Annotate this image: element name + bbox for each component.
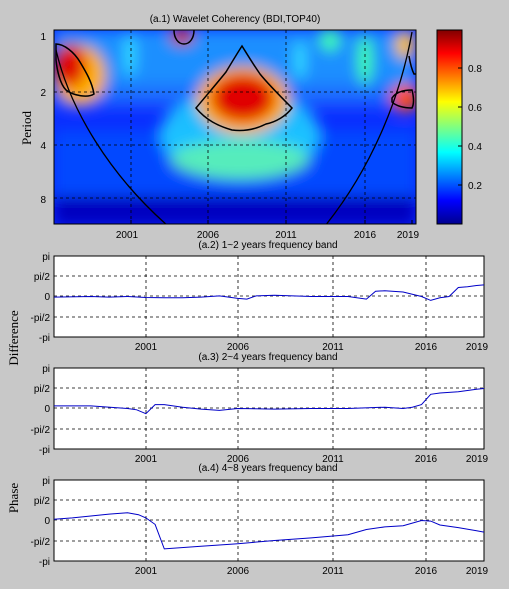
phase-panel-title: (a.4) 4~8 years frequency band [198,463,337,474]
phase-xtick-label: 2001 [135,454,158,465]
phase-panel-title: (a.2) 1~2 years frequency band [198,240,337,251]
coherency-xtick-label: 2019 [397,230,420,241]
phase-xtick-label: 2016 [415,454,438,465]
coherency-ytick-label: 4 [40,141,46,152]
phase-xtick-label: 2001 [135,566,158,577]
phase-xtick-label: 2016 [415,566,438,577]
coherency-yticks: 1 2 4 8 [40,32,46,206]
phase-ytick-label: -pi/2 [31,313,51,324]
phase-panel-title: (a.3) 2~4 years frequency band [198,352,337,363]
coherency-xtick-label: 2006 [197,230,220,241]
phase-panel-1-2y: (a.2) 1~2 years frequency band pi pi/2 0… [6,240,489,366]
phase-ytick-label: 0 [44,516,50,527]
phase-xtick-label: 2019 [466,454,489,465]
phase-xticks: 2001 2006 2011 2016 2019 [135,342,489,353]
phase-xtick-label: 2019 [466,342,489,353]
colorbar-tick-label: 0.4 [468,142,482,153]
coherency-xtick-label: 2016 [354,230,377,241]
phase-panel-2-4y: (a.3) 2~4 years frequency band pi pi/2 0… [31,352,489,465]
coherency-grid [54,30,416,224]
colorbar-tick-label: 0.6 [468,103,482,114]
phase-axes-bg [53,367,485,450]
coherency-xtick-label: 2001 [116,230,139,241]
coherency-ytick-label: 8 [40,195,46,206]
coherency-xtick-label: 2011 [275,230,297,241]
phase-ytick-label: 0 [44,404,50,415]
phase-xtick-label: 2006 [227,566,250,577]
coherency-ytick-label: 2 [40,88,46,99]
phase-ytick-label: -pi [39,557,50,568]
phase-axes-bg [53,479,485,562]
phase-xtick-label: 2001 [135,342,158,353]
phase-xtick-label: 2011 [322,342,344,353]
phase-yticks: pi pi/2 0 -pi/2 -pi [31,476,51,568]
phase-ytick-label: pi/2 [34,272,51,283]
colorbar: 0.2 0.4 0.6 0.8 [436,29,482,225]
phase-ytick-label: pi/2 [34,496,51,507]
phase-grid [54,256,484,337]
phase-xtick-label: 2011 [322,566,344,577]
phase-yticks: pi pi/2 0 -pi/2 -pi [31,252,51,344]
coherency-axes-frame [53,29,417,225]
coherency-ylabel: Period [19,111,34,145]
phase-xticks: 2001 2006 2011 2016 2019 [135,454,489,465]
phase-ytick-label: -pi/2 [31,425,51,436]
phase-panel-4-8y: (a.4) 4~8 years frequency band pi pi/2 0… [6,463,489,577]
phase-series-line [54,284,484,301]
phase-grid [54,368,484,449]
phase-xtick-label: 2006 [227,454,250,465]
phase-xtick-label: 2006 [227,342,250,353]
phase-xticks: 2001 2006 2011 2016 2019 [135,566,489,577]
phase-ytick-label: 0 [44,292,50,303]
phase-xtick-label: 2019 [466,566,489,577]
coherency-panel: (a.1) Wavelet Coherency (BDI,TOP40) [19,14,420,241]
colorbar-tick-label: 0.2 [468,181,482,192]
phase-series-line [54,512,484,550]
phase-xtick-label: 2016 [415,342,438,353]
phase-ytick-label: -pi/2 [31,537,51,548]
phase-ylabel-difference: Difference [6,310,21,366]
phase-ylabel-phase: Phase [6,483,21,514]
phase-grid [54,480,484,561]
phase-ytick-label: pi [42,476,50,487]
phase-ytick-label: -pi [39,333,50,344]
colorbar-gradient [436,29,463,225]
phase-series-line [54,388,484,415]
phase-ytick-label: pi/2 [34,384,51,395]
coherency-title: (a.1) Wavelet Coherency (BDI,TOP40) [150,14,321,25]
coherency-heatmap [54,30,416,224]
phase-yticks: pi pi/2 0 -pi/2 -pi [31,364,51,456]
phase-ytick-label: pi [42,364,50,375]
coherency-xticks: 2001 2006 2011 2016 2019 [116,220,420,241]
coherency-ytick-label: 1 [40,32,46,43]
colorbar-tick-label: 0.8 [468,64,482,75]
phase-xtick-label: 2011 [322,454,344,465]
phase-ytick-label: -pi [39,445,50,456]
phase-ytick-label: pi [42,252,50,263]
